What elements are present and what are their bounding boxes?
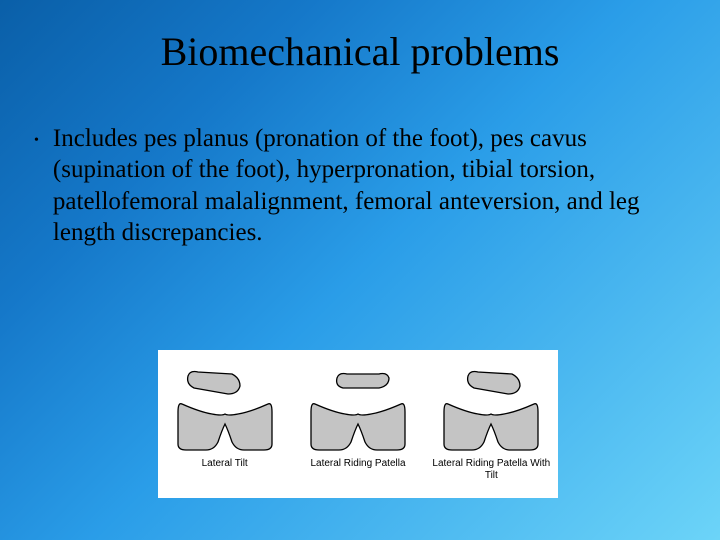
lateral-riding-icon — [303, 364, 413, 456]
bullet-marker: • — [34, 133, 39, 149]
lateral-tilt-icon — [170, 364, 280, 456]
diagram-caption-2: Lateral Riding Patella — [310, 458, 405, 470]
diagram-panel-3: Lateral Riding Patella With Tilt — [431, 364, 551, 481]
slide-title: Biomechanical problems — [0, 0, 720, 75]
bullet-item: • Includes pes planus (pronation of the … — [34, 123, 680, 248]
patella-diagram: Lateral Tilt Lateral Riding Patella Late… — [158, 350, 558, 498]
bullet-text: Includes pes planus (pronation of the fo… — [53, 123, 680, 248]
diagram-panel-2: Lateral Riding Patella — [298, 364, 418, 470]
bullet-list: • Includes pes planus (pronation of the … — [0, 123, 720, 248]
lateral-riding-tilt-icon — [436, 364, 546, 456]
diagram-caption-1: Lateral Tilt — [202, 458, 248, 470]
diagram-caption-3: Lateral Riding Patella With Tilt — [431, 458, 551, 481]
diagram-panel-1: Lateral Tilt — [165, 364, 285, 470]
